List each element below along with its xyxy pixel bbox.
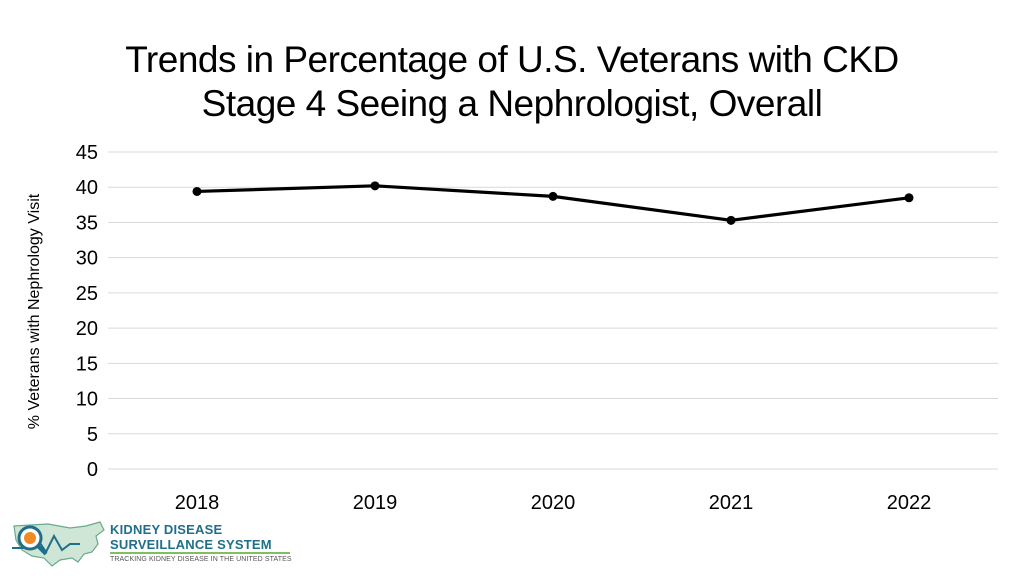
logo-text-line-1: KIDNEY DISEASE: [110, 522, 223, 537]
y-tick-label: 45: [76, 142, 98, 164]
logo-divider: [110, 552, 290, 554]
series-line: [196, 184, 910, 222]
y-tick-label: 25: [76, 283, 98, 305]
logo-text-line-2: SURVEILLANCE SYSTEM: [110, 537, 272, 552]
chart-title-line-2: Stage 4 Seeing a Nephrologist, Overall: [201, 83, 823, 124]
y-tick-label: 40: [76, 177, 98, 199]
data-point: [192, 186, 202, 196]
x-tick-label: 2018: [175, 492, 220, 514]
logo-tagline: TRACKING KIDNEY DISEASE IN THE UNITED ST…: [110, 556, 292, 563]
y-axis-label: % Veterans with Nephrology Visit: [26, 193, 43, 429]
y-tick-label: 15: [76, 353, 98, 375]
data-point: [548, 191, 558, 201]
data-point: [904, 193, 914, 203]
y-tick-label: 30: [76, 248, 98, 270]
us-map-logo-icon: [12, 521, 105, 567]
chart-title: Trends in Percentage of U.S. Veterans wi…: [0, 38, 1024, 126]
data-point: [726, 215, 736, 225]
kdss-logo: KIDNEY DISEASE SURVEILLANCE SYSTEM TRACK…: [8, 518, 298, 570]
data-point: [370, 181, 380, 191]
chart-title-line-1: Trends in Percentage of U.S. Veterans wi…: [125, 39, 899, 80]
y-tick-label: 0: [87, 459, 98, 481]
y-tick-label: 35: [76, 212, 98, 234]
y-tick-label: 20: [76, 318, 98, 340]
y-tick-label: 5: [87, 424, 98, 446]
x-tick-label: 2020: [531, 492, 576, 514]
x-tick-label: 2019: [353, 492, 398, 514]
y-tick-label: 10: [76, 389, 98, 411]
x-tick-label: 2021: [709, 492, 754, 514]
x-tick-label: 2022: [887, 492, 932, 514]
